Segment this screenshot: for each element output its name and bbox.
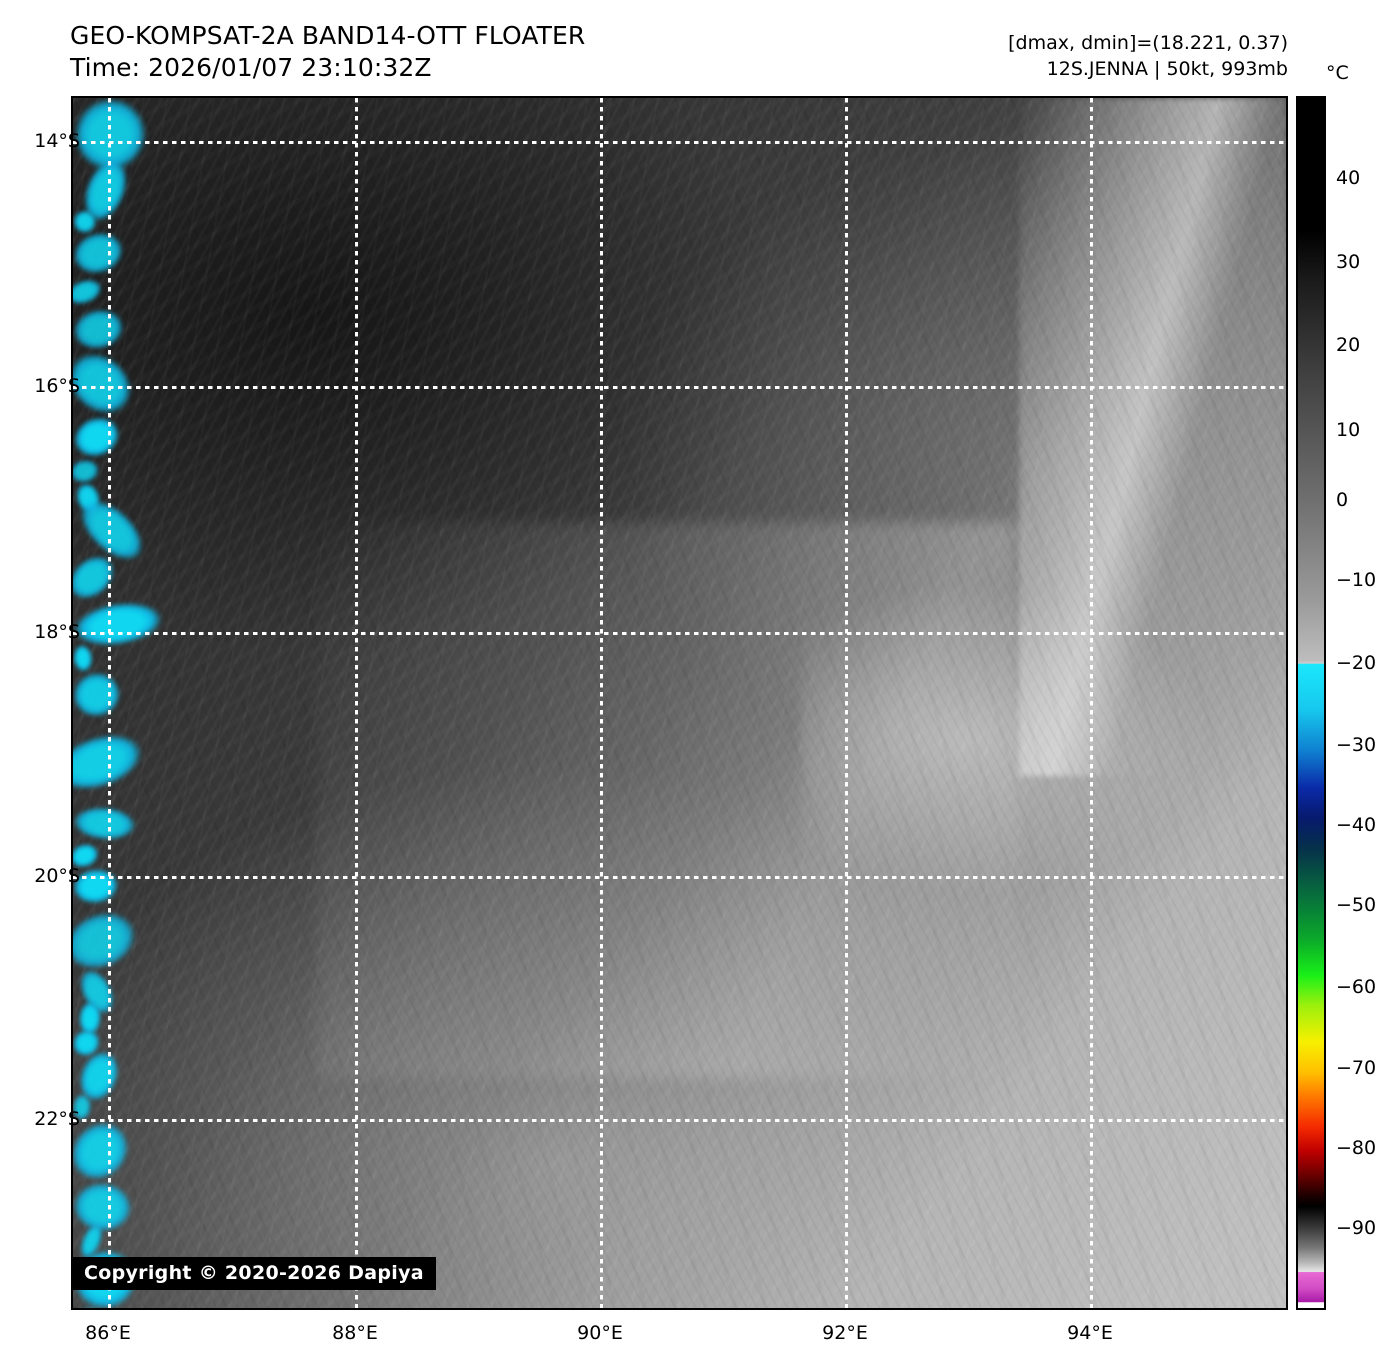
gridline-lon-90 [600,98,603,1308]
lon-tick-label-4: 94°E [1067,1322,1113,1344]
gridline-lon-86 [108,98,111,1308]
dminmax-readout: [dmax, dmin]=(18.221, 0.37) [1008,32,1288,54]
storm-info: 12S.JENNA | 50kt, 993mb [1046,58,1288,80]
colorbar-tick-label-9: −50 [1336,894,1377,916]
colorbar-tick-label-8: −40 [1336,814,1377,836]
lat-tick-label-0: 14°S [34,130,80,152]
colorbar[interactable] [1296,96,1326,1310]
gridline-lat-20 [73,876,1286,879]
lat-tick-label-4: 22°S [34,1108,80,1130]
colorbar-tick-label-7: −30 [1336,734,1377,756]
colorbar-tick-label-0: 40 [1336,167,1361,189]
colorbar-tick-label-11: −70 [1336,1057,1377,1079]
lat-tick-label-1: 16°S [34,375,80,397]
header-right: [dmax, dmin]=(18.221, 0.37) 12S.JENNA | … [1008,30,1288,82]
colorbar-tick-label-3: 10 [1336,419,1361,441]
lon-tick-label-2: 90°E [577,1322,623,1344]
lon-tick-label-1: 88°E [332,1322,378,1344]
gridline-lat-18 [73,632,1286,635]
gridline-lat-14 [73,141,1286,144]
copyright-banner: Copyright © 2020-2026 Dapiya [73,1257,436,1290]
colorbar-units-label: °C [1326,62,1349,84]
gridline-lat-16 [73,386,1286,389]
satellite-image-panel[interactable]: Copyright © 2020-2026 Dapiya [71,96,1288,1310]
gridline-lon-92 [845,98,848,1308]
colorbar-tick-label-2: 20 [1336,334,1361,356]
lon-tick-label-0: 86°E [85,1322,131,1344]
colorbar-tick-label-13: −90 [1336,1217,1377,1239]
lat-tick-label-3: 20°S [34,865,80,887]
page-title: GEO-KOMPSAT-2A BAND14-OTT FLOATER [70,21,586,50]
colorbar-tick-label-5: −10 [1336,569,1377,591]
colorbar-tick-label-10: −60 [1336,976,1377,998]
header-left: GEO-KOMPSAT-2A BAND14-OTT FLOATER Time: … [70,20,830,84]
satellite-imagery [73,98,1286,1308]
gridline-lon-94 [1090,98,1093,1308]
colorbar-tick-label-12: −80 [1336,1137,1377,1159]
colorbar-gradient [1298,98,1324,1308]
cloud-texture-fine [73,98,1286,1308]
gridline-lon-88 [355,98,358,1308]
colorbar-tick-label-6: −20 [1336,652,1377,674]
colorbar-tick-label-1: 30 [1336,251,1361,273]
timestamp: Time: 2026/01/07 23:10:32Z [70,53,432,82]
gridline-lat-22 [73,1119,1286,1122]
lat-tick-label-2: 18°S [34,621,80,643]
cloud-texture [73,98,1286,1308]
colorbar-tick-label-4: 0 [1336,489,1349,511]
lon-tick-label-3: 92°E [822,1322,868,1344]
